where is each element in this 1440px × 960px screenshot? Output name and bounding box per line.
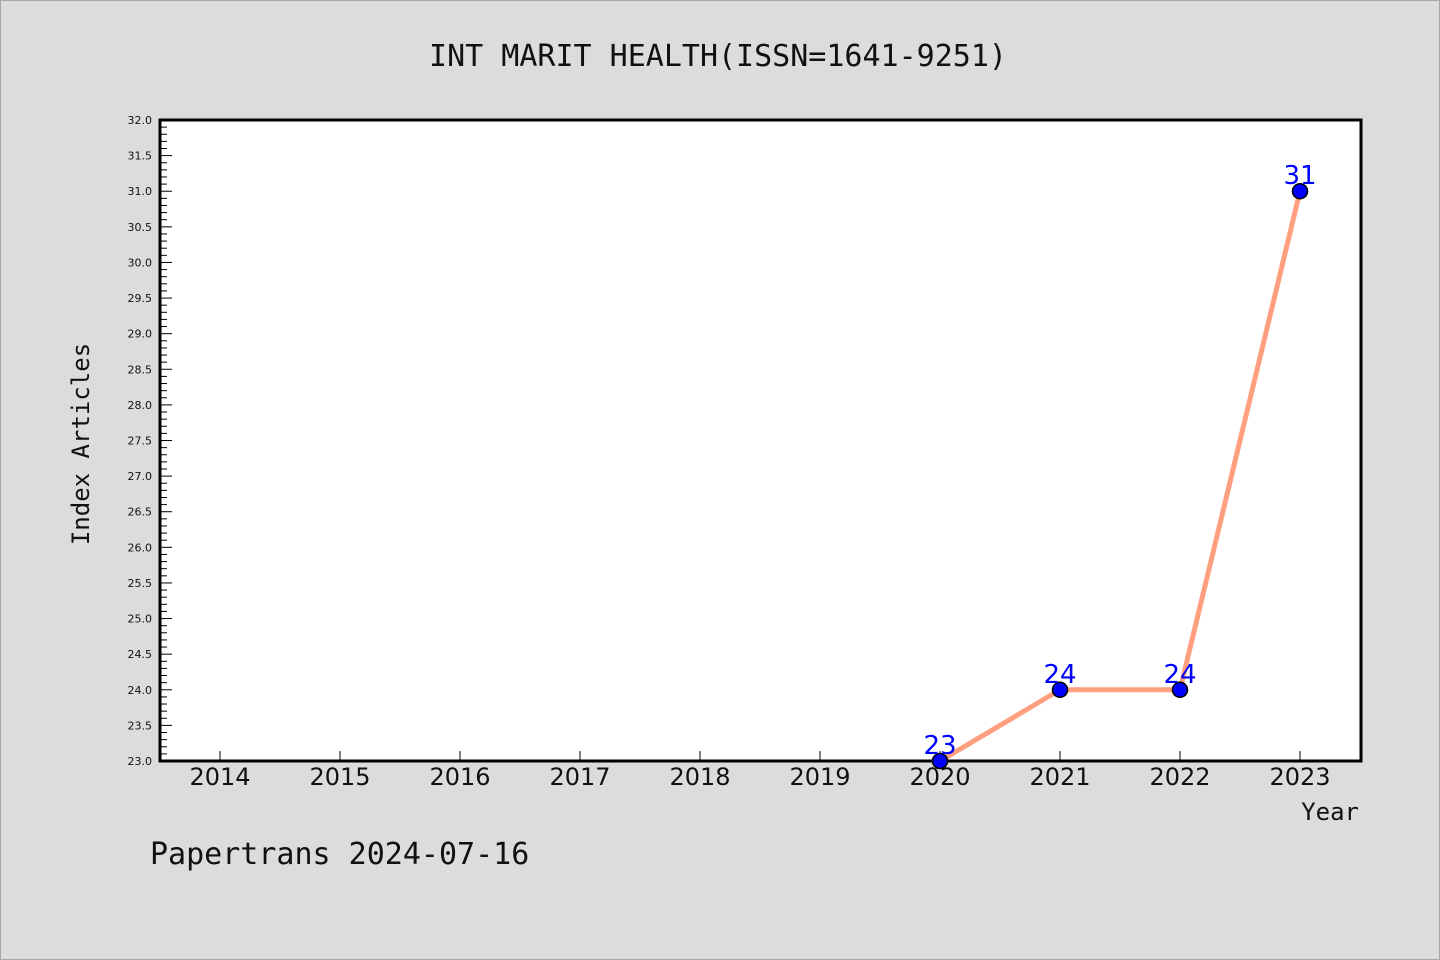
x-tick-label: 2017 (549, 763, 610, 791)
data-label: 24 (1043, 660, 1076, 690)
data-label: 23 (923, 731, 956, 761)
y-axis-label: Index Articles (67, 343, 95, 545)
y-tick-label: 29.5 (128, 292, 153, 305)
y-tick-label: 30.0 (128, 256, 153, 269)
y-tick-label: 26.0 (128, 541, 153, 554)
data-label: 24 (1163, 660, 1196, 690)
data-point (1171, 681, 1189, 699)
y-tick-label: 24.5 (128, 648, 153, 661)
x-tick-label: 2022 (1149, 763, 1210, 791)
y-axis: 23.0 23.5 24.0 24.5 25.0 25.5 26.0 26.5 27.0 27.5… (128, 114, 172, 768)
y-tick-label: 25.0 (128, 613, 153, 626)
data-point (1291, 182, 1309, 200)
y-tick-label: 29.0 (128, 328, 153, 341)
y-tick-label: 27.0 (128, 470, 153, 483)
footer-text: Papertrans 2024-07-16 (150, 837, 529, 872)
x-tick-label: 2015 (309, 763, 370, 791)
x-axis: 2014 2015 2016 2017 2018 2019 2020 2021 2022 2023 (189, 751, 1331, 791)
y-tick-label: 31.0 (128, 185, 153, 198)
y-tick-label: 31.5 (128, 150, 153, 163)
x-tick-label: 2019 (789, 763, 850, 791)
plot-area (158, 118, 1363, 763)
y-tick-label: 26.5 (128, 506, 153, 519)
data-point (931, 752, 949, 770)
y-tick-label: 23.0 (128, 755, 153, 768)
y-tick-label: 24.0 (128, 684, 153, 697)
x-tick-label: 2021 (1029, 763, 1090, 791)
y-tick-label: 28.0 (128, 399, 153, 412)
x-tick-label: 2023 (1269, 763, 1330, 791)
series-line (937, 188, 1303, 764)
y-tick-label: 30.5 (128, 221, 153, 234)
y-tick-label: 27.5 (128, 435, 153, 448)
y-tick-label: 32.0 (128, 114, 153, 127)
x-tick-label: 2016 (429, 763, 490, 791)
y-tick-label: 25.5 (128, 577, 153, 590)
data-label: 31 (1283, 161, 1316, 191)
chart-title: INT MARIT HEALTH(ISSN=1641-9251) (429, 39, 1007, 74)
series-layer: 23 24 24 31 (923, 161, 1317, 770)
y-tick-label: 23.5 (128, 719, 153, 732)
x-tick-label: 2018 (669, 763, 730, 791)
x-tick-label: 2014 (189, 763, 250, 791)
x-axis-label: Year (1301, 798, 1359, 826)
y-tick-label: 28.5 (128, 363, 153, 376)
data-point (1051, 681, 1069, 699)
